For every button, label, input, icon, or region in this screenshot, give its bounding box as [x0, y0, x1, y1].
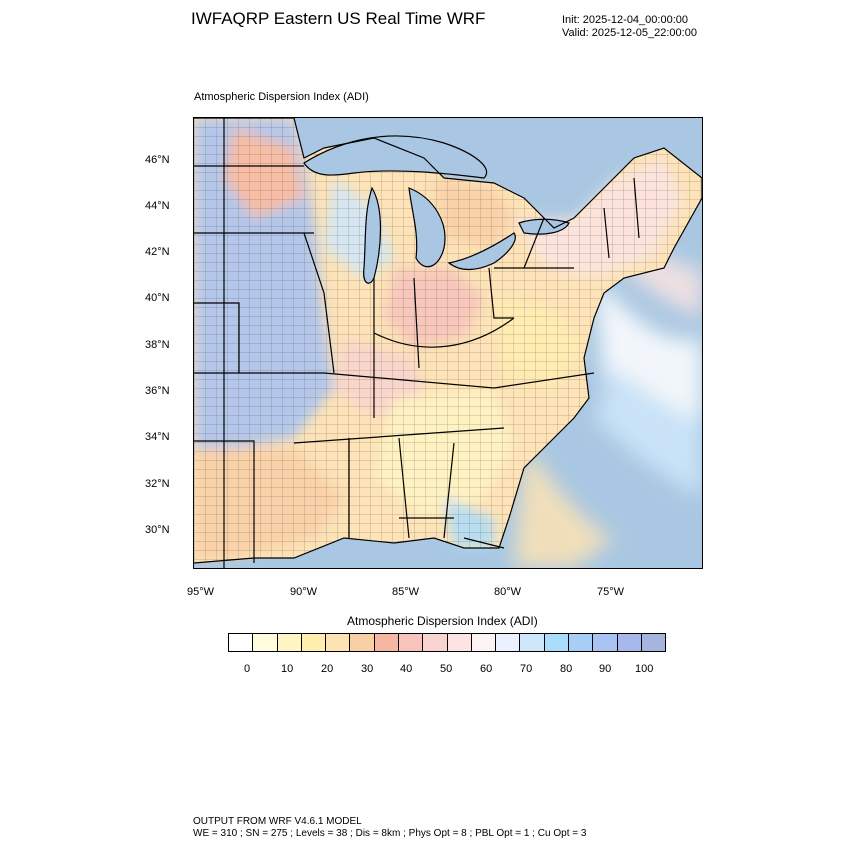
- lat-label: 32°N: [145, 478, 170, 490]
- colorbar-label: 80: [560, 663, 573, 675]
- colorbar-swatch: [398, 634, 424, 651]
- colorbar-label: 10: [281, 663, 294, 675]
- lat-label: 46°N: [145, 154, 170, 166]
- colorbar-label: 50: [440, 663, 453, 675]
- colorbar-swatch: [471, 634, 497, 651]
- valid-time: Valid: 2025-12-05_22:00:00: [562, 27, 697, 39]
- colorbar-swatch: [326, 634, 351, 651]
- colorbar-swatch: [253, 634, 278, 651]
- colorbar-label: 70: [520, 663, 533, 675]
- colorbar-label: 30: [361, 663, 374, 675]
- colorbar-swatch: [374, 634, 399, 651]
- lon-label: 75°W: [597, 586, 625, 598]
- colorbar-label: 0: [244, 663, 251, 675]
- footer-model: OUTPUT FROM WRF V4.6.1 MODEL: [193, 816, 362, 827]
- lon-label: 80°W: [494, 586, 522, 598]
- colorbar-swatch: [641, 634, 666, 651]
- lat-label: 38°N: [145, 339, 170, 351]
- great-lakes: [303, 135, 570, 284]
- colorbar-swatch: [277, 634, 302, 651]
- footer-params: WE = 310 ; SN = 275 ; Levels = 38 ; Dis …: [193, 828, 587, 839]
- colorbar-label: 90: [599, 663, 612, 675]
- lat-label: 34°N: [145, 431, 170, 443]
- colorbar-swatch: [350, 634, 375, 651]
- map-graphic: [194, 118, 702, 568]
- lat-label: 42°N: [145, 246, 170, 258]
- colorbar-swatch: [496, 634, 521, 651]
- colorbar-title: Atmospheric Dispersion Index (ADI): [347, 614, 538, 628]
- colorbar-swatch: [520, 634, 545, 651]
- colorbar-label: 40: [400, 663, 413, 675]
- colorbar-label: 100: [635, 663, 654, 675]
- map-subtitle: Atmospheric Dispersion Index (ADI): [194, 91, 369, 103]
- colorbar-label: 20: [321, 663, 334, 675]
- colorbar-label: 60: [480, 663, 493, 675]
- lon-label: 95°W: [187, 586, 215, 598]
- colorbar-swatch: [447, 634, 472, 651]
- colorbar-swatch: [593, 634, 618, 651]
- lon-label: 85°W: [392, 586, 420, 598]
- state-borders: [194, 118, 640, 568]
- colorbar: [228, 633, 666, 652]
- init-time: Init: 2025-12-04_00:00:00: [562, 14, 688, 26]
- colorbar-swatch: [617, 634, 642, 651]
- colorbar-swatch: [544, 634, 569, 651]
- adi-map: [193, 117, 703, 569]
- lon-label: 90°W: [290, 586, 318, 598]
- lat-label: 36°N: [145, 385, 170, 397]
- lat-label: 30°N: [145, 524, 170, 536]
- colorbar-swatch: [568, 634, 594, 651]
- coastline: [194, 118, 702, 564]
- colorbar-swatch: [229, 634, 254, 651]
- page-title: IWFAQRP Eastern US Real Time WRF: [191, 9, 486, 28]
- lat-label: 44°N: [145, 200, 170, 212]
- colorbar-swatch: [301, 634, 327, 651]
- ocean-field: [514, 238, 702, 568]
- lat-label: 40°N: [145, 292, 170, 304]
- county-lines: [194, 118, 702, 563]
- colorbar-swatch: [423, 634, 448, 651]
